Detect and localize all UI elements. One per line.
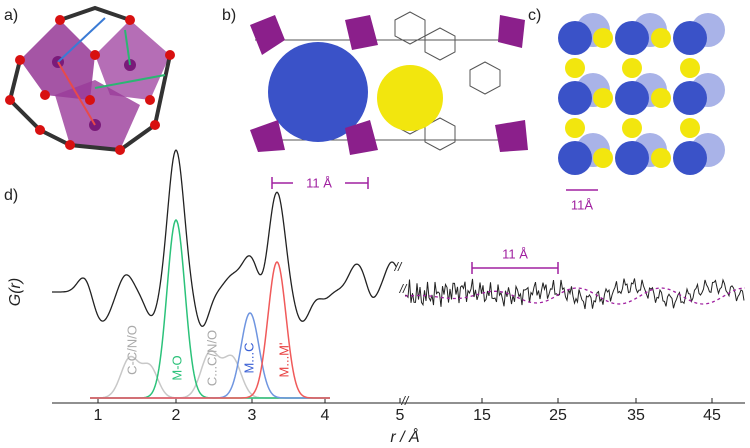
sphere-yellow <box>651 88 671 108</box>
x-tick-label: 2 <box>172 407 181 424</box>
peak-label: C-C/N/O <box>124 325 139 375</box>
panel-label: c) <box>528 7 541 24</box>
peak-label: C...C/N/O <box>204 330 219 386</box>
sphere-blue <box>615 141 649 175</box>
x-tick-label: 25 <box>549 407 567 424</box>
axis-break: // <box>394 260 403 274</box>
peak-label: M-O <box>169 355 184 380</box>
panel-label: b) <box>222 7 236 24</box>
pdf-curve <box>52 149 397 327</box>
scale-label: 11Å <box>571 197 593 212</box>
panel-label: d) <box>4 187 18 204</box>
sphere-blue <box>558 21 592 55</box>
x-tick-label: 15 <box>473 407 491 424</box>
x-tick-label: 1 <box>94 407 103 424</box>
sphere-yellow <box>593 28 613 48</box>
sphere-blue <box>673 21 707 55</box>
x-tick-label: 3 <box>248 407 257 424</box>
sphere-blue <box>558 141 592 175</box>
x-tick-label: 5 <box>396 407 405 424</box>
peak-label: M...M' <box>276 343 291 378</box>
pdf-curve-long <box>404 278 745 310</box>
sphere-blue <box>615 81 649 115</box>
sphere-yellow <box>680 118 700 138</box>
x-tick-label: 4 <box>321 407 330 424</box>
sphere-yellow <box>651 28 671 48</box>
sphere-blue <box>673 141 707 175</box>
sphere-yellow <box>593 148 613 168</box>
x-tick-label: 45 <box>703 407 721 424</box>
x-tick-label: 35 <box>627 407 645 424</box>
x-axis-label: r / Å <box>390 427 419 446</box>
sphere-yellow <box>593 88 613 108</box>
peak-label: M...C <box>241 342 256 373</box>
framework-structure <box>250 11 528 155</box>
y-axis-label: G(r) <box>7 278 24 306</box>
cluster-structure <box>5 5 175 155</box>
pdf-plot: 1 2 3 4 5 15 25 35 45C-C/N/O M-O C...C/N/O M...C M..… <box>52 149 746 424</box>
panel-label: a) <box>4 7 18 24</box>
sphere-yellow <box>622 58 642 78</box>
sphere-yellow <box>565 118 585 138</box>
scale-label: 11 Å <box>502 246 528 261</box>
axis-break: // <box>401 394 410 408</box>
sphere-blue <box>558 81 592 115</box>
partial-peak <box>90 261 330 399</box>
sphere-blue <box>673 81 707 115</box>
sphere-yellow <box>651 148 671 168</box>
lattice <box>558 13 725 175</box>
sphere-blue <box>615 21 649 55</box>
fit-curve <box>404 287 746 305</box>
sphere-yellow <box>565 58 585 78</box>
sphere-yellow <box>622 118 642 138</box>
sphere-yellow <box>680 58 700 78</box>
scale-label: 11 Å <box>306 175 332 190</box>
axis-break: // <box>399 282 408 296</box>
